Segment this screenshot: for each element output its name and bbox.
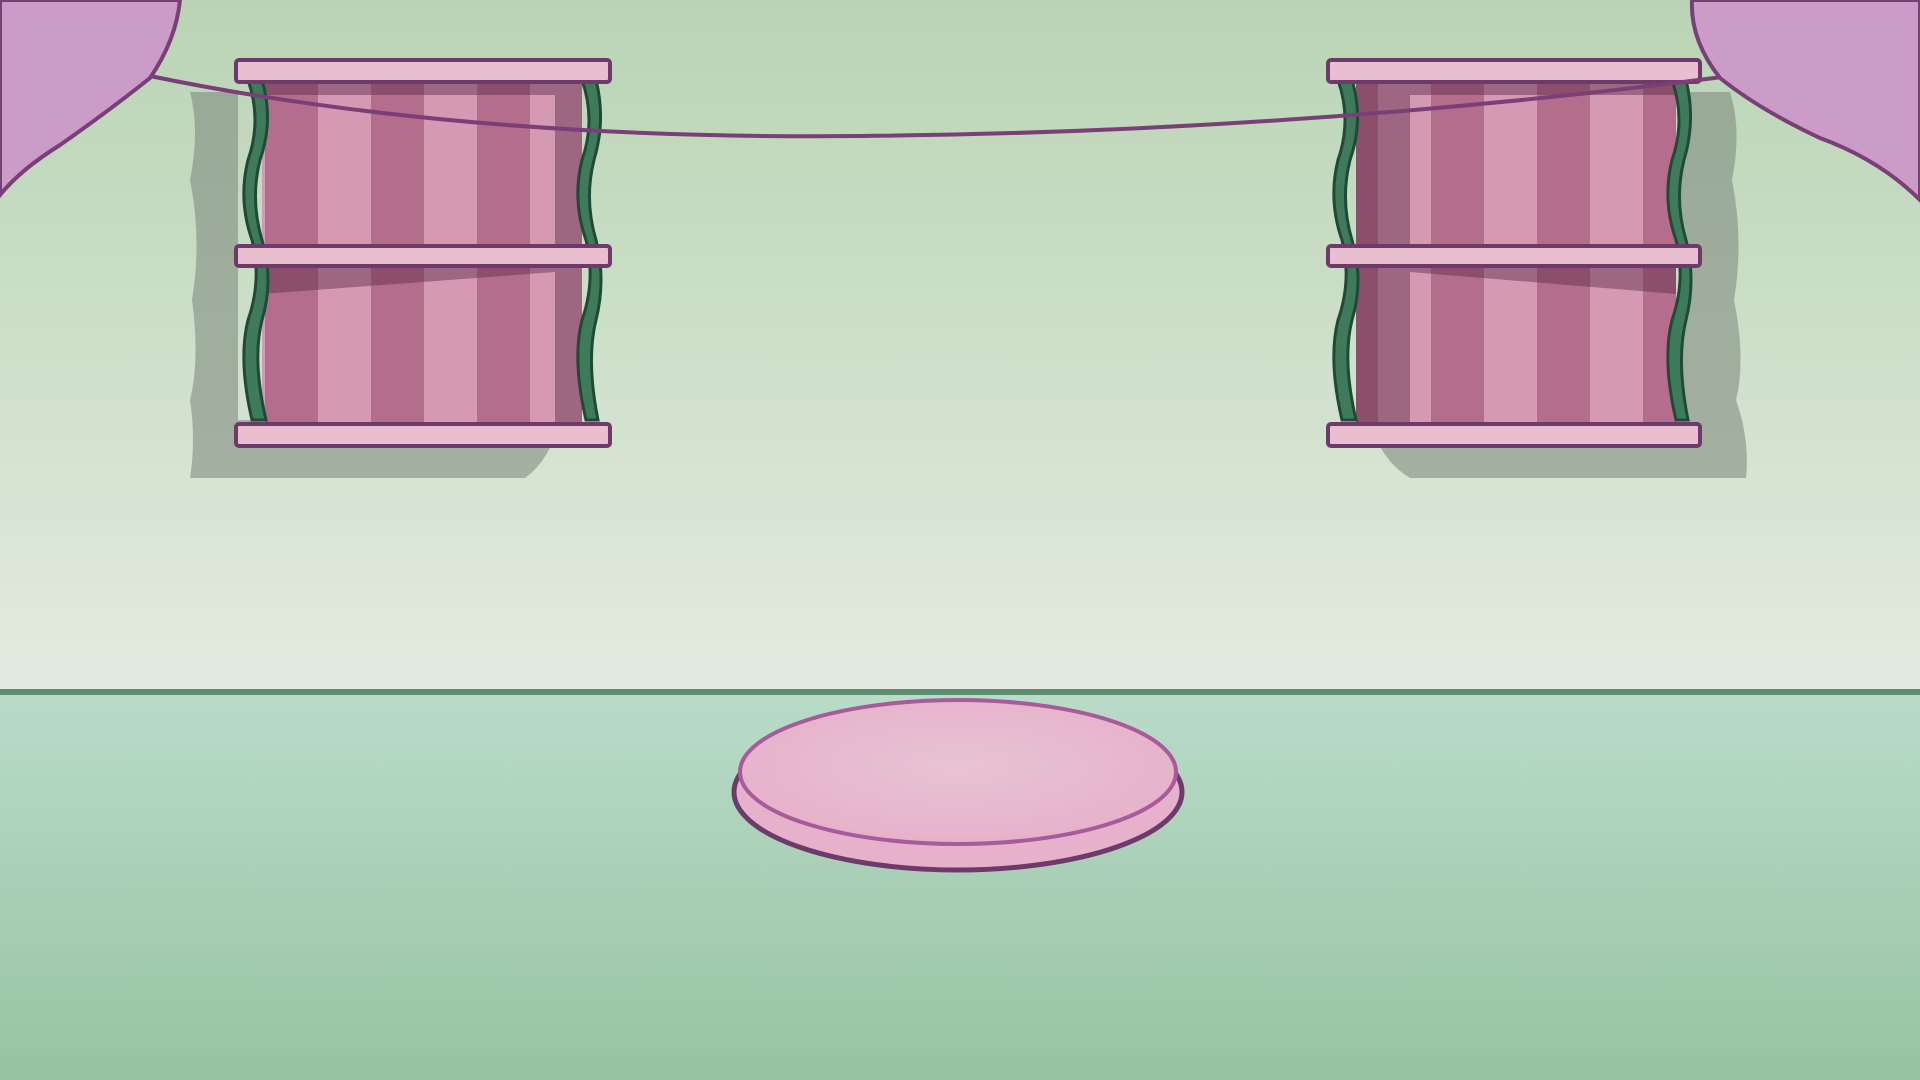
hanging-string xyxy=(149,74,1731,139)
window-right-curtain-bottom xyxy=(1356,264,1676,424)
window-right xyxy=(1326,58,1747,478)
window-left-frame-middle xyxy=(234,244,612,268)
window-left-curtain-top xyxy=(262,82,582,248)
window-left-curtain-bottom xyxy=(262,264,582,424)
window-right-frame-middle xyxy=(1326,244,1702,268)
oval-pink-rug[interactable] xyxy=(731,698,1185,873)
window-left-frame-bottom xyxy=(234,422,612,448)
window-right-frame-bottom xyxy=(1326,422,1702,448)
window-left-shade-bottom xyxy=(262,264,582,424)
baseboard-line xyxy=(0,689,1920,695)
balloon-right[interactable] xyxy=(1689,0,1920,203)
window-left-frame-top xyxy=(234,58,612,84)
rug-top xyxy=(738,698,1178,846)
window-right-shade-top xyxy=(1356,82,1676,248)
window-right-frame-top xyxy=(1326,58,1702,84)
window-left xyxy=(190,58,612,478)
window-right-shade-bottom xyxy=(1356,264,1676,424)
balloon-left[interactable] xyxy=(0,0,183,199)
